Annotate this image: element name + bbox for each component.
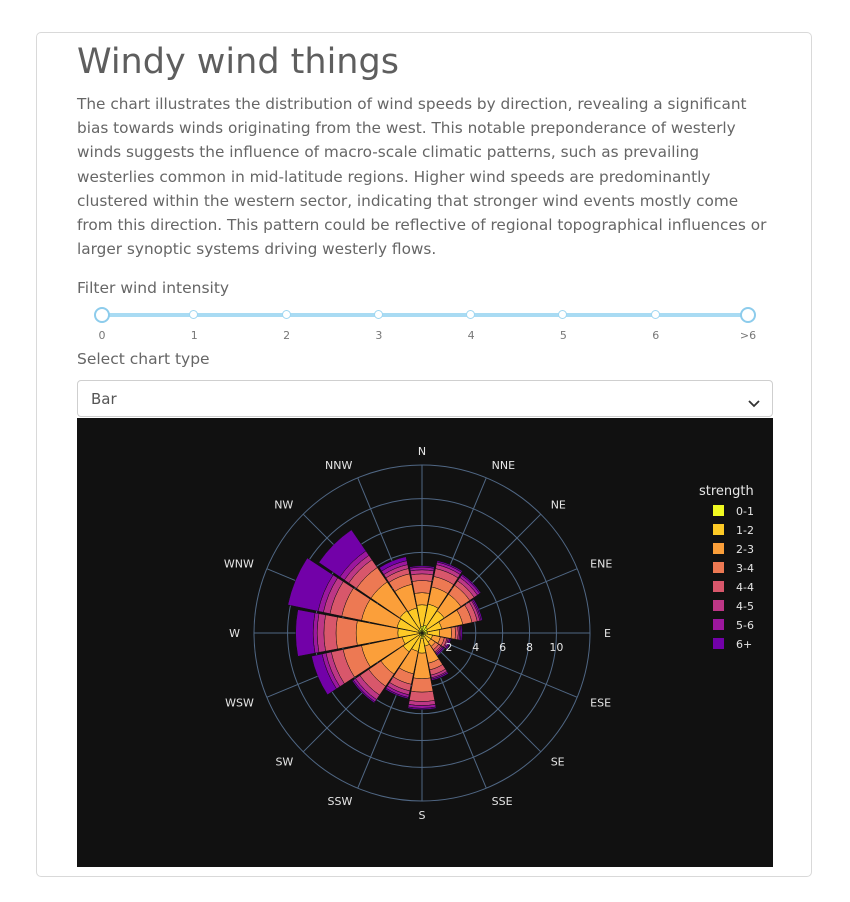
direction-label: SSW xyxy=(328,795,353,808)
legend-swatch xyxy=(713,562,724,573)
slider-step-dot[interactable] xyxy=(373,310,383,319)
wind-rose-chart: 2 4 6 8 10 N NNE NE ENE E ESE SE SSE S SSW SW WSW W WNW NW N… xyxy=(77,418,773,867)
slider-tick-label: 2 xyxy=(283,329,291,342)
wind-rose-svg: 2 4 6 8 10 N NNE NE ENE E ESE SE SSE S SSW SW WSW W WNW NW N… xyxy=(224,445,754,822)
legend-title: strength xyxy=(699,484,754,499)
slider-step-dot[interactable] xyxy=(558,310,568,319)
bar-segment xyxy=(287,557,334,612)
bar-segment xyxy=(461,573,482,594)
bar-segment xyxy=(431,672,449,681)
legend-entry: 5-6 xyxy=(736,619,754,632)
legend-swatch xyxy=(713,581,724,592)
radial-tick-label: 2 xyxy=(445,641,452,654)
bar-segment xyxy=(311,653,337,696)
direction-label: ESE xyxy=(590,697,611,710)
bar-segment xyxy=(323,614,338,652)
legend-entry: 4-5 xyxy=(736,600,754,613)
legend-swatch xyxy=(713,543,724,554)
legend-entry: 1-2 xyxy=(736,524,754,537)
legend-entry: 0-1 xyxy=(736,505,754,518)
bar-segment xyxy=(379,556,408,572)
bar-segment xyxy=(450,626,456,640)
bar-segment xyxy=(412,580,432,594)
bar-segment xyxy=(410,677,434,693)
chart-type-label: Select chart type xyxy=(77,350,210,368)
slider-rail[interactable] xyxy=(102,313,748,317)
direction-label: SSE xyxy=(492,795,513,808)
filter-label: Filter wind intensity xyxy=(77,279,230,297)
radial-tick-label: 10 xyxy=(549,641,563,654)
direction-label: N xyxy=(418,445,426,458)
direction-label: SE xyxy=(551,756,565,769)
bar-segment xyxy=(409,690,435,702)
slider-handle[interactable] xyxy=(740,307,756,323)
direction-label: S xyxy=(419,809,426,822)
slider-step-dot[interactable] xyxy=(281,310,291,319)
radial-tick-label: 4 xyxy=(472,641,479,654)
direction-label: NE xyxy=(551,498,566,511)
legend-swatch xyxy=(713,505,724,516)
direction-label: NNW xyxy=(325,459,352,472)
bar-segment xyxy=(384,687,409,700)
angular-gridline xyxy=(421,632,542,753)
bar-segment xyxy=(414,592,430,606)
legend-swatch xyxy=(713,600,724,611)
bar-segment xyxy=(335,616,358,650)
slider-step-dot[interactable] xyxy=(650,310,660,319)
bar-segment xyxy=(436,647,445,656)
slider-tick-label: 0 xyxy=(98,329,106,342)
direction-label: WSW xyxy=(225,697,254,710)
chart-description: The chart illustrates the distribution o… xyxy=(77,95,767,259)
bar-segment xyxy=(445,638,452,650)
bar-segment xyxy=(351,679,376,704)
bar-segment xyxy=(472,598,483,621)
legend-entry: 2-3 xyxy=(736,543,754,556)
bar-segment xyxy=(409,565,435,569)
slider-tick-label: 3 xyxy=(375,329,383,342)
slider-tick-label: 1 xyxy=(190,329,198,342)
direction-label: WNW xyxy=(224,557,254,570)
slider-tick-label: 5 xyxy=(559,329,567,342)
direction-label: NW xyxy=(274,498,293,511)
chart-type-select[interactable]: Bar xyxy=(77,380,773,417)
slider-handle[interactable] xyxy=(94,307,110,323)
bar-segment xyxy=(318,529,367,578)
legend-entry: 6+ xyxy=(736,638,752,651)
chevron-down-icon xyxy=(748,393,760,412)
bar-segment xyxy=(460,625,463,641)
legend-swatch xyxy=(713,638,724,649)
chart-type-selected: Bar xyxy=(91,390,117,408)
wind-intensity-slider[interactable]: 0 1 2 3 4 5 6 >6 xyxy=(90,300,760,345)
direction-label: E xyxy=(604,627,611,640)
bars xyxy=(287,529,483,710)
page-title: Windy wind things xyxy=(77,42,399,82)
legend-swatch xyxy=(713,524,724,535)
legend-entry: 3-4 xyxy=(736,562,754,575)
direction-label: ENE xyxy=(590,557,612,570)
legend-swatch xyxy=(713,619,724,630)
bar-segment xyxy=(295,609,316,657)
bar-segment xyxy=(407,706,437,710)
slider-step-dot[interactable] xyxy=(466,310,476,319)
direction-label: NNE xyxy=(492,459,515,472)
slider-tick-label: >6 xyxy=(739,329,757,342)
bar-segment xyxy=(436,560,463,573)
slider-step-dot[interactable] xyxy=(189,310,199,319)
direction-label: SW xyxy=(275,756,293,769)
bar-segment xyxy=(410,573,434,582)
legend: strength 0-1 1-2 2-3 3-4 4-4 4-5 5-6 6+ xyxy=(699,484,754,651)
direction-label: W xyxy=(229,627,240,640)
slider-tick-label: 4 xyxy=(467,329,475,342)
radial-tick-label: 8 xyxy=(526,641,533,654)
legend-entry: 4-4 xyxy=(736,581,754,594)
slider-tick-label: 6 xyxy=(652,329,660,342)
radial-tick-label: 6 xyxy=(499,641,506,654)
